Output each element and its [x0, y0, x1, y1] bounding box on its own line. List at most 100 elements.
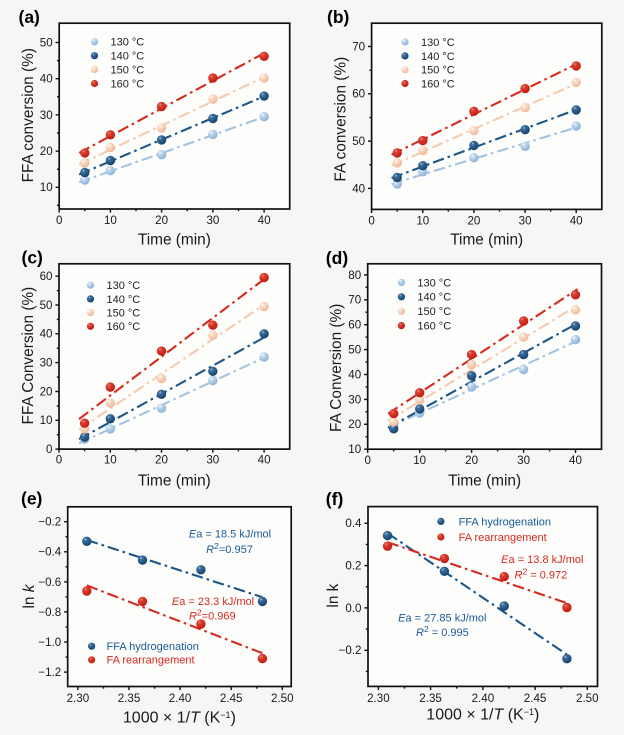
svg-text:20: 20 [465, 454, 478, 467]
svg-text:40: 40 [352, 182, 365, 195]
svg-text:−1.0: −1.0 [38, 636, 61, 649]
svg-text:150 °C: 150 °C [417, 306, 451, 318]
svg-text:10: 10 [40, 181, 53, 194]
svg-text:Ea = 13.8 kJ/mol: Ea = 13.8 kJ/mol [501, 554, 583, 566]
svg-text:R2 = 0.972: R2 = 0.972 [515, 567, 568, 582]
svg-text:FA rearrangement: FA rearrangement [107, 655, 195, 667]
svg-text:140 °C: 140 °C [107, 294, 141, 306]
svg-text:ln k: ln k [325, 583, 342, 607]
svg-text:2.40: 2.40 [169, 692, 192, 705]
svg-text:Time (min): Time (min) [450, 232, 523, 249]
svg-text:10: 10 [104, 214, 117, 227]
svg-text:Ea = 27.85 kJ/mol: Ea = 27.85 kJ/mol [398, 613, 486, 625]
svg-text:30: 30 [206, 214, 219, 227]
svg-text:1000 × 1/T (K−1): 1000 × 1/T (K−1) [426, 707, 539, 724]
svg-text:50: 50 [348, 344, 361, 357]
svg-text:10: 10 [413, 454, 426, 467]
svg-text:10: 10 [104, 454, 117, 467]
svg-text:−0.2: −0.2 [38, 516, 61, 529]
svg-text:−0.6: −0.6 [38, 576, 61, 589]
svg-text:150 °C: 150 °C [107, 308, 141, 320]
svg-text:FFA hydrogenation: FFA hydrogenation [107, 641, 199, 653]
svg-text:130 °C: 130 °C [421, 37, 455, 49]
svg-text:50: 50 [40, 36, 53, 49]
svg-text:2.30: 2.30 [367, 692, 390, 705]
svg-text:60: 60 [40, 270, 53, 283]
svg-text:FFA hydrogenation: FFA hydrogenation [459, 516, 551, 528]
svg-text:130 °C: 130 °C [111, 37, 145, 49]
svg-text:FA conversion (%): FA conversion (%) [333, 57, 350, 182]
svg-text:−0.8: −0.8 [38, 606, 61, 619]
svg-text:40: 40 [40, 73, 53, 86]
svg-text:10: 10 [40, 414, 53, 427]
svg-text:FA Conversion (%): FA Conversion (%) [328, 304, 345, 432]
svg-text:30: 30 [517, 454, 530, 467]
svg-text:30: 30 [348, 393, 361, 406]
svg-text:140 °C: 140 °C [417, 292, 451, 304]
svg-text:(f): (f) [326, 489, 343, 509]
svg-text:30: 30 [40, 109, 53, 122]
svg-text:Ea = 18.5 kJ/mol: Ea = 18.5 kJ/mol [189, 529, 271, 541]
svg-text:FFA Conversion (%): FFA Conversion (%) [20, 287, 37, 425]
svg-text:Ea = 23.3 kJ/mol: Ea = 23.3 kJ/mol [172, 596, 254, 608]
svg-text:−1.2: −1.2 [38, 666, 61, 679]
svg-text:130 °C: 130 °C [417, 277, 451, 289]
svg-text:Time (min): Time (min) [138, 232, 211, 249]
svg-text:10: 10 [416, 214, 429, 227]
svg-text:−0.4: −0.4 [38, 546, 61, 559]
svg-text:R2=0.957: R2=0.957 [206, 541, 253, 556]
svg-text:40: 40 [258, 454, 271, 467]
svg-text:2.45: 2.45 [524, 692, 547, 705]
svg-text:(e): (e) [21, 488, 42, 508]
svg-text:60: 60 [352, 88, 365, 101]
svg-text:0.4: 0.4 [345, 517, 362, 530]
svg-text:0.2: 0.2 [345, 560, 361, 573]
svg-text:160 °C: 160 °C [107, 321, 141, 333]
svg-text:40: 40 [348, 368, 361, 381]
svg-text:(a): (a) [19, 7, 40, 27]
svg-text:80: 80 [348, 269, 361, 282]
svg-text:2.35: 2.35 [118, 692, 141, 705]
svg-text:50: 50 [352, 135, 365, 148]
svg-text:40: 40 [40, 328, 53, 341]
svg-text:20: 20 [155, 454, 168, 467]
svg-text:R2 = 0.995: R2 = 0.995 [416, 624, 469, 639]
svg-text:1000 × 1/T (K−1): 1000 × 1/T (K−1) [123, 710, 236, 727]
svg-text:40: 40 [570, 214, 583, 227]
svg-text:0: 0 [46, 443, 52, 456]
svg-text:FFA conversion (%): FFA conversion (%) [20, 48, 37, 182]
svg-text:60: 60 [348, 319, 361, 332]
svg-text:150 °C: 150 °C [421, 65, 455, 77]
svg-text:2.50: 2.50 [576, 692, 599, 705]
svg-text:Time (min): Time (min) [448, 472, 521, 489]
svg-text:40: 40 [258, 214, 271, 227]
svg-text:30: 30 [519, 214, 532, 227]
svg-text:140 °C: 140 °C [111, 51, 145, 63]
svg-text:30: 30 [206, 454, 219, 467]
svg-text:0: 0 [364, 454, 370, 467]
svg-text:10: 10 [348, 443, 361, 456]
svg-text:20: 20 [348, 418, 361, 431]
svg-text:2.30: 2.30 [67, 692, 90, 705]
svg-text:Time (min): Time (min) [138, 472, 211, 489]
svg-text:(b): (b) [327, 7, 349, 27]
svg-text:160 °C: 160 °C [417, 321, 451, 333]
svg-text:2.35: 2.35 [419, 692, 442, 705]
svg-text:160 °C: 160 °C [421, 78, 455, 90]
svg-text:160 °C: 160 °C [111, 78, 145, 90]
svg-text:(d): (d) [326, 248, 348, 268]
svg-text:20: 20 [40, 385, 53, 398]
svg-text:40: 40 [569, 454, 582, 467]
svg-text:50: 50 [40, 299, 53, 312]
svg-text:2.50: 2.50 [271, 692, 294, 705]
svg-text:(c): (c) [22, 248, 43, 268]
svg-text:70: 70 [352, 40, 365, 53]
svg-text:0: 0 [368, 214, 374, 227]
svg-text:70: 70 [348, 294, 361, 307]
svg-text:0.0: 0.0 [345, 602, 361, 615]
svg-text:140 °C: 140 °C [421, 51, 455, 63]
svg-text:0: 0 [56, 214, 62, 227]
svg-text:20: 20 [155, 214, 168, 227]
svg-text:150 °C: 150 °C [111, 65, 145, 77]
svg-text:FA rearrangement: FA rearrangement [459, 532, 547, 544]
